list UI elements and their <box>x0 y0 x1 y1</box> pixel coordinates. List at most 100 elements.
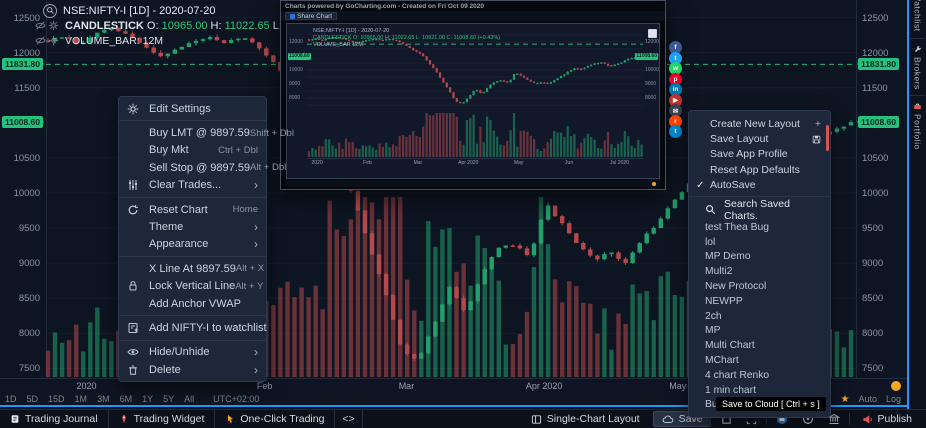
menu-item-save-layout[interactable]: Save Layout <box>689 131 830 146</box>
saved-chart-item[interactable]: test Thea Bug <box>705 221 769 233</box>
menu-item-appearance[interactable]: Appearance › <box>149 237 258 252</box>
menu-item-edit-settings[interactable]: Edit Settings <box>119 100 266 117</box>
share-linkedin-icon[interactable]: in <box>669 83 682 96</box>
trading-journal-button[interactable]: Trading Journal <box>0 410 109 428</box>
menu-item-hide-unhide[interactable]: Hide/Unhide › <box>119 344 266 361</box>
sidebar-tab-portfolio[interactable]: Portfolio <box>909 98 926 154</box>
share-pinterest-icon[interactable]: p <box>669 72 682 86</box>
popup-tab[interactable]: Share Chart <box>285 12 338 20</box>
time-tick: Feb <box>256 381 273 391</box>
hide-study-icon[interactable] <box>34 20 47 31</box>
menu-item-buy-mkt[interactable]: Buy Mkt Ctrl + Dbl <box>149 144 258 157</box>
share-twitter-icon[interactable]: t <box>669 51 682 65</box>
symbol-search-icon[interactable] <box>43 3 57 18</box>
share-whatsapp-icon[interactable]: w <box>669 62 682 75</box>
saved-chart-item[interactable]: NEWPP <box>705 295 743 307</box>
saved-chart-item[interactable]: MChart <box>705 355 739 367</box>
menu-item-theme[interactable]: Theme › <box>149 220 258 235</box>
range-15d[interactable]: 15D <box>48 394 65 404</box>
popup-chart-image: NSE:NIFTY-I [1D] - 2020-07-20 CANDLESTIC… <box>286 23 660 179</box>
range-3m[interactable]: 3M <box>97 394 110 404</box>
menu-divider <box>119 339 266 341</box>
rocket-icon <box>119 414 129 424</box>
study-settings-icon[interactable] <box>47 20 60 31</box>
menu-item-reset-chart[interactable]: Reset Chart Home <box>119 201 266 218</box>
hide-volume-icon[interactable] <box>34 35 47 46</box>
wrench-icon <box>913 45 922 54</box>
popup-price-tick: 10000 <box>289 67 303 73</box>
share-telegram-icon[interactable]: t <box>669 125 682 138</box>
megaphone-icon <box>862 414 873 425</box>
publish-button[interactable]: Publish <box>852 410 926 428</box>
exchange-icon[interactable] <box>821 410 847 428</box>
favorite-star-icon[interactable]: ★ <box>840 393 850 405</box>
saved-chart-item[interactable]: New Protocol <box>705 281 767 293</box>
sliders-icon <box>127 179 149 191</box>
popup-time-tick: 2020 <box>311 160 323 166</box>
copy-image-icon[interactable] <box>648 29 657 38</box>
popup-price-tick: 8000 <box>645 95 657 102</box>
sidebar-tab-brokers[interactable]: Brokers <box>909 41 926 94</box>
price-tick: 11500 <box>14 82 40 94</box>
price-tick: 12000 <box>13 47 40 59</box>
menu-item-autosave[interactable]: ✓ AutoSave <box>696 179 756 192</box>
notification-dot[interactable] <box>891 381 901 391</box>
popup-time-tick: May <box>513 160 524 166</box>
study-name[interactable]: CANDLESTICK <box>65 19 144 32</box>
code-button[interactable]: <> <box>335 410 363 428</box>
share-email-icon[interactable]: ✉ <box>669 104 682 117</box>
popup-time-tick: Apr 2020 <box>458 160 479 166</box>
saved-chart-item[interactable]: Multi2 <box>705 266 733 278</box>
share-buttons: f t w p in ▶ ✉ r t <box>669 41 684 138</box>
volume-study-label[interactable]: VOLUME_BAR: 12M <box>65 34 164 47</box>
saved-chart-item[interactable]: MP Demo <box>705 251 751 263</box>
menu-item-clear-trades[interactable]: Clear Trades... › <box>119 177 266 194</box>
share-facebook-icon[interactable]: f <box>669 41 682 54</box>
saved-chart-item[interactable]: 1 min chart <box>705 384 756 396</box>
range-1d[interactable]: 1D <box>5 394 17 404</box>
menu-item-lock-vertical-line[interactable]: Lock Vertical Line Alt + Y <box>119 278 266 295</box>
symbol-title[interactable]: NSE:NIFTY-I [1D] - 2020-07-20 <box>63 4 216 17</box>
price-tag-dashed-left: 11831.80 <box>2 58 44 71</box>
sidebar-divider <box>910 37 925 39</box>
saved-chart-item[interactable]: Multi Chart <box>705 340 755 352</box>
right-axis-line <box>856 0 857 378</box>
sidebar-tab-watchlist[interactable]: Watchlist <box>912 0 923 32</box>
right-sidebar: Watchlist Brokers Portfolio <box>907 0 926 409</box>
price-tick: 8500 <box>862 293 884 305</box>
range-5d[interactable]: 5D <box>26 394 39 404</box>
saved-charts-search[interactable]: Search Saved Charts. <box>689 198 830 222</box>
share-youtube-icon[interactable]: ▶ <box>669 93 682 107</box>
saved-chart-item[interactable]: 2ch <box>705 310 722 322</box>
range-6m[interactable]: 6M <box>119 394 133 404</box>
saved-chart-item[interactable]: MP <box>705 325 721 337</box>
range-all[interactable]: All <box>184 394 195 404</box>
menu-item-create-new-layout[interactable]: Create New Layout + <box>710 117 821 130</box>
menu-item-add-to-watchlist[interactable]: Add NIFTY-I to watchlist <box>119 319 267 336</box>
menu-scrollbar[interactable] <box>826 125 829 151</box>
menu-item-reset-app-defaults[interactable]: Reset App Defaults <box>710 163 800 176</box>
volume-settings-icon[interactable] <box>47 35 60 46</box>
menu-item-sell-stop[interactable]: Sell Stop @ 9897.59 Alt + Dbl <box>149 161 287 174</box>
menu-item-x-line[interactable]: X Line At 9897.59 Alt + X <box>149 262 265 275</box>
menu-item-save-app-profile[interactable]: Save App Profile <box>710 148 788 161</box>
menu-item-delete[interactable]: Delete › <box>119 361 266 378</box>
one-click-trading-button[interactable]: One-Click Trading <box>215 410 336 428</box>
single-chart-layout-button[interactable]: Single-Chart Layout <box>521 410 650 428</box>
range-1m[interactable]: 1M <box>74 394 88 404</box>
menu-item-buy-lmt[interactable]: Buy LMT @ 9897.59 Shift + Dbl <box>149 127 294 140</box>
range-1y[interactable]: 1Y <box>142 394 154 404</box>
saved-chart-item[interactable]: lol <box>705 236 716 248</box>
left-axis-line <box>46 0 47 378</box>
price-axis-right[interactable]: 12500 12000 11500 10500 10000 9500 9000 8500 800… <box>860 0 904 378</box>
range-5y[interactable]: 5Y <box>163 394 175 404</box>
auto-scale-toggle[interactable]: Auto <box>858 394 877 404</box>
trading-widget-button[interactable]: Trading Widget <box>109 410 216 428</box>
high-value: 11022.65 <box>224 19 270 32</box>
price-axis-left[interactable]: 12500 12000 11500 10500 10000 9500 9000 8500 800… <box>0 0 42 378</box>
menu-item-add-anchor-vwap[interactable]: Add Anchor VWAP <box>149 297 241 310</box>
share-reddit-icon[interactable]: r <box>669 114 682 128</box>
log-scale-toggle[interactable]: Log <box>885 394 901 404</box>
timezone-label[interactable]: UTC+02:00 <box>213 394 260 404</box>
saved-chart-item[interactable]: 4 chart Renko <box>705 369 770 381</box>
